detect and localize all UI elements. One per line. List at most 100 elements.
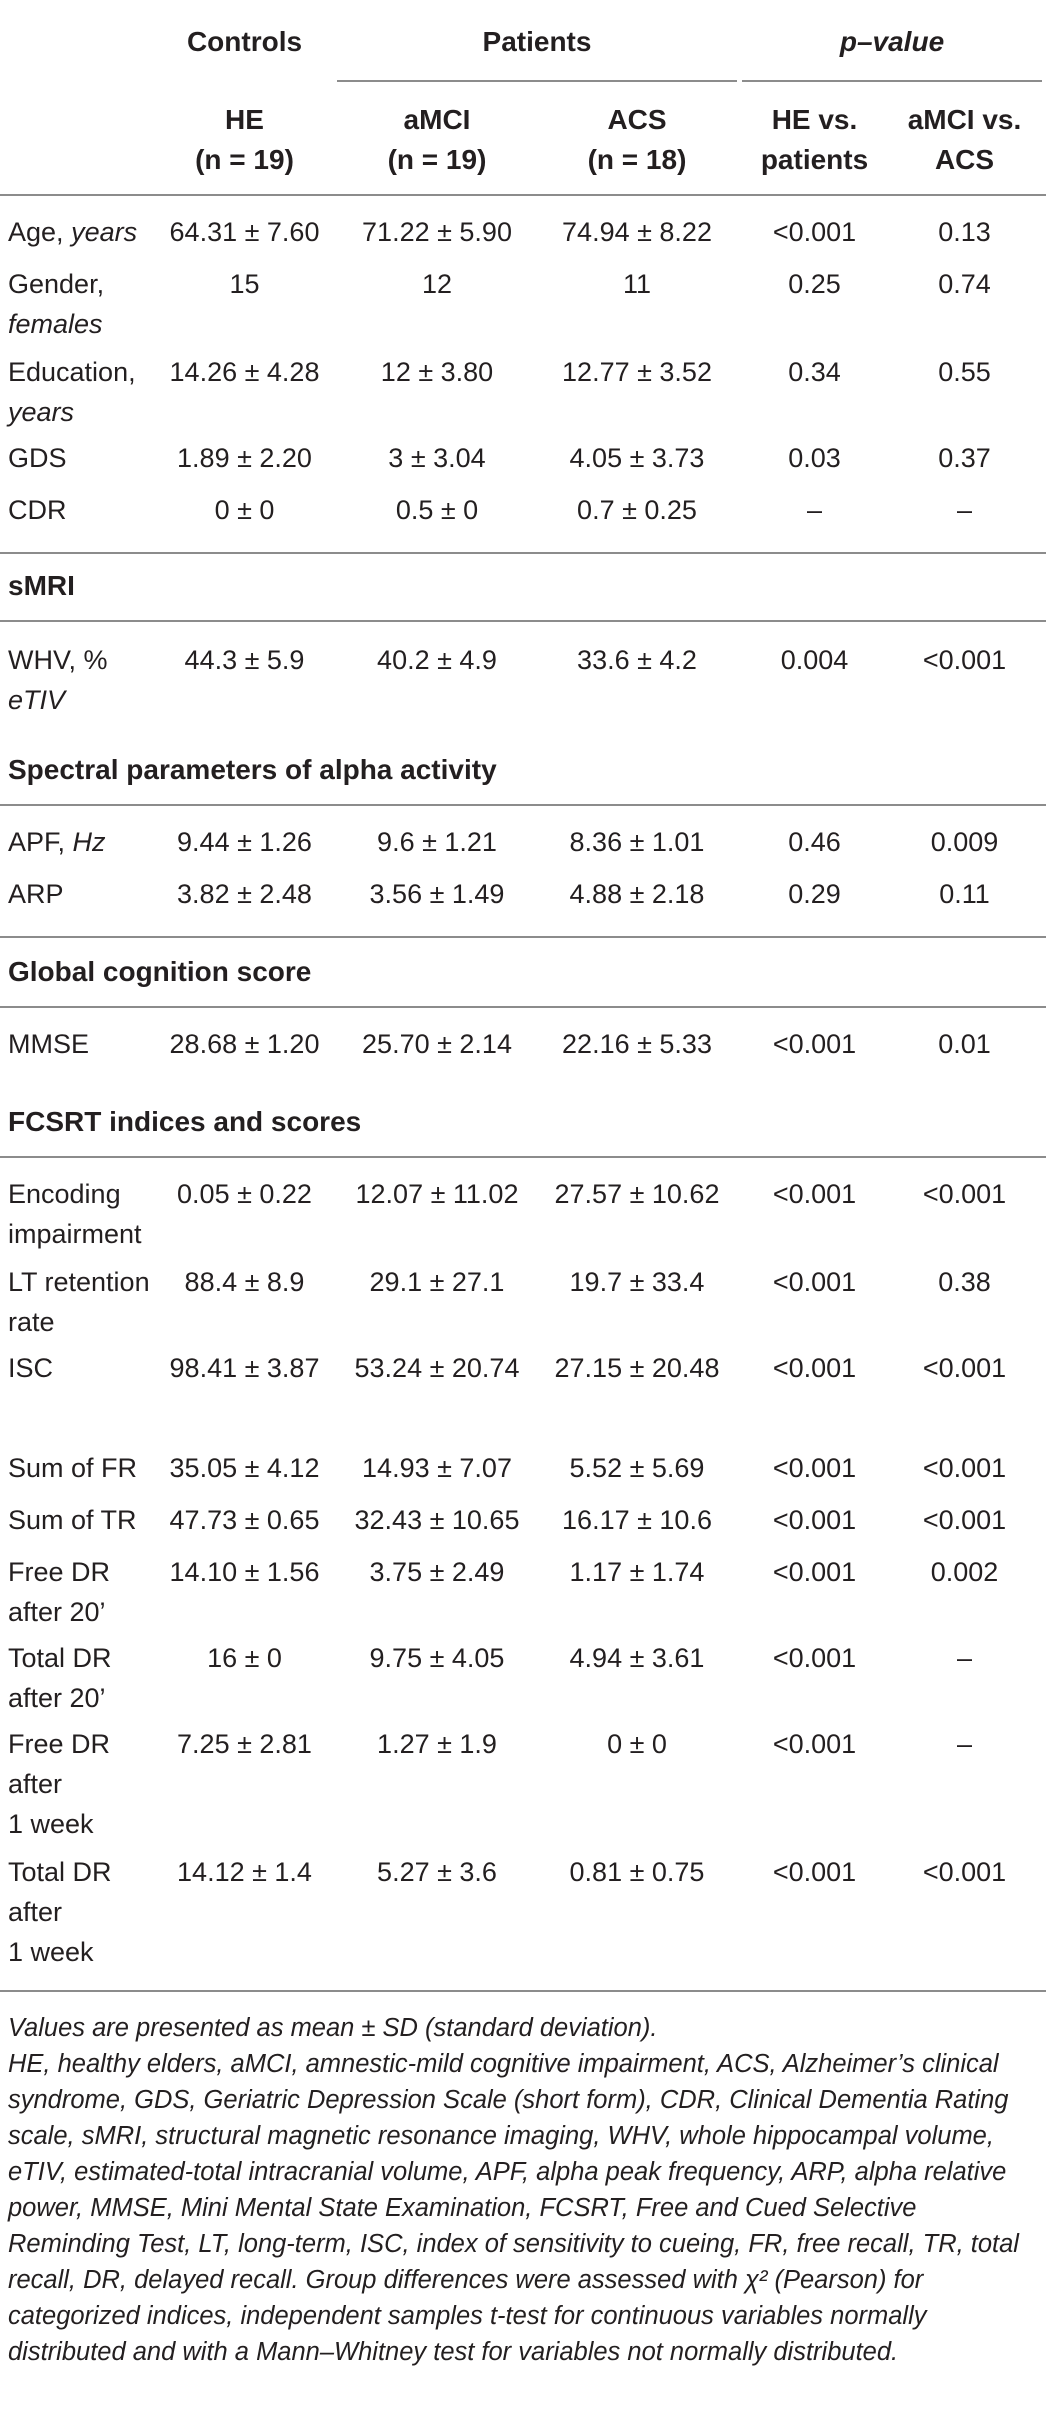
header-pvalue: p–value	[742, 22, 1042, 62]
cell-acs: 11	[622, 269, 652, 299]
row-label: GDS	[8, 443, 67, 473]
cell-he: 98.41 ± 3.87	[169, 1353, 320, 1383]
pvalue-underline	[742, 80, 1042, 82]
cell-he: 15	[229, 269, 260, 299]
cell-p2: <0.001	[922, 1505, 1007, 1535]
cell-p2: –	[956, 495, 973, 525]
cell-p1: <0.001	[772, 1179, 857, 1209]
cell-acs: 19.7 ± 33.4	[569, 1267, 705, 1297]
row-label: WHV, % eTIV	[8, 640, 153, 720]
cell-acs: 4.05 ± 3.73	[569, 443, 705, 473]
cell-p1: <0.001	[772, 1029, 857, 1059]
cell-amci: 12.07 ± 11.02	[355, 1179, 519, 1209]
cell-amci: 3.75 ± 2.49	[369, 1557, 505, 1587]
row-label-line: Total DR	[8, 1643, 112, 1673]
cell-p2: 0.002	[930, 1557, 999, 1587]
cell-he: 1.89 ± 2.20	[177, 443, 312, 473]
col-p1-header: HE vs. patients	[742, 100, 887, 180]
footnote-values: Values are presented as mean ± SD (stand…	[8, 2014, 658, 2042]
cell-p2: 0.37	[938, 443, 991, 473]
row-label: Free DR after 1 week	[8, 1724, 153, 1844]
footnote-abbreviations: HE, healthy elders, aMCI, amnestic-mild …	[8, 2050, 1019, 2366]
row-label: Education, years	[8, 352, 153, 432]
cell-amci: 9.75 ± 4.05	[369, 1643, 505, 1673]
cell-amci: 5.27 ± 3.6	[377, 1857, 497, 1887]
cell-p1: 0.004	[780, 645, 849, 675]
cell-p1: 0.34	[788, 357, 841, 387]
cell-he: 9.44 ± 1.26	[177, 827, 312, 857]
col-amci-label: aMCI	[403, 104, 471, 135]
cell-p1: <0.001	[772, 1557, 857, 1587]
cell-acs: 22.16 ± 5.33	[562, 1029, 712, 1059]
row-label: ARP	[8, 879, 64, 909]
row-label-text: Gender,	[8, 269, 105, 299]
section-heading-smri: sMRI	[8, 570, 75, 601]
cell-acs: 1.17 ± 1.74	[569, 1557, 705, 1587]
row-label-line: after 20’	[8, 1597, 106, 1627]
row-label-unit: years	[8, 397, 75, 427]
row-label-line: after 20’	[8, 1683, 106, 1713]
col-p2-line2: ACS	[934, 144, 995, 175]
row-label: Total DR after 20’	[8, 1638, 153, 1718]
row-label-line: Free DR	[8, 1557, 111, 1587]
col-acs-label: ACS	[607, 104, 667, 135]
cell-acs: 0.81 ± 0.75	[569, 1857, 705, 1887]
cell-acs: 0.7 ± 0.25	[577, 495, 697, 525]
cell-he: 14.26 ± 4.28	[169, 357, 320, 387]
section-rule	[0, 1006, 1046, 1008]
cell-acs: 16.17 ± 10.6	[562, 1505, 712, 1535]
cell-acs: 12.77 ± 3.52	[562, 357, 712, 387]
section-heading-alpha: Spectral parameters of alpha activity	[8, 754, 497, 785]
cell-amci: 9.6 ± 1.21	[377, 827, 497, 857]
row-label-line: LT retention	[8, 1267, 150, 1297]
cell-p1: <0.001	[772, 1857, 857, 1887]
section-rule	[0, 936, 1046, 938]
cell-p2: 0.55	[938, 357, 991, 387]
cell-amci: 40.2 ± 4.9	[377, 645, 497, 675]
header-patients: Patients	[482, 26, 592, 57]
cell-acs: 8.36 ± 1.01	[569, 827, 705, 857]
cell-acs: 74.94 ± 8.22	[562, 217, 712, 247]
cell-p2: <0.001	[922, 1453, 1007, 1483]
cell-p2: –	[956, 1729, 973, 1759]
cell-p2: 0.74	[938, 269, 991, 299]
cell-he: 16 ± 0	[207, 1643, 282, 1673]
row-label: Encoding impairment	[8, 1174, 168, 1254]
row-label: Sum of FR	[8, 1453, 138, 1483]
header-rule	[0, 194, 1046, 196]
cell-he: 0 ± 0	[214, 495, 275, 525]
section-rule	[0, 1156, 1046, 1158]
row-label-text: WHV, %	[8, 645, 108, 675]
cell-p2: 0.38	[938, 1267, 991, 1297]
patients-underline	[337, 80, 737, 82]
cell-p1: 0.25	[788, 269, 841, 299]
cell-amci: 25.70 ± 2.14	[362, 1029, 512, 1059]
cell-he: 0.05 ± 0.22	[177, 1179, 312, 1209]
cell-p2: <0.001	[922, 1179, 1007, 1209]
cell-he: 3.82 ± 2.48	[177, 879, 312, 909]
cell-amci: 71.22 ± 5.90	[362, 217, 512, 247]
col-p1-line1: HE vs.	[771, 104, 858, 135]
cell-acs: 4.88 ± 2.18	[569, 879, 705, 909]
cell-p2: <0.001	[922, 1857, 1007, 1887]
cell-p2: –	[956, 1643, 973, 1673]
col-amci-header: aMCI (n = 19)	[337, 100, 537, 180]
cell-he: 7.25 ± 2.81	[177, 1729, 312, 1759]
row-label-unit: Hz	[72, 827, 106, 857]
cell-he: 88.4 ± 8.9	[184, 1267, 305, 1297]
cell-p1: 0.46	[788, 827, 841, 857]
cell-he: 64.31 ± 7.60	[169, 217, 320, 247]
row-label: APF, Hz	[8, 822, 153, 862]
cell-p2: 0.11	[939, 879, 990, 909]
col-p2-line1: aMCI vs.	[907, 104, 1022, 135]
cell-p1: <0.001	[772, 1353, 857, 1383]
col-acs-n: (n = 18)	[587, 144, 687, 175]
cell-p1: 0.29	[788, 879, 841, 909]
section-rule	[0, 620, 1046, 622]
cell-he: 14.10 ± 1.56	[169, 1557, 320, 1587]
cell-he: 35.05 ± 4.12	[169, 1453, 320, 1483]
cell-amci: 53.24 ± 20.74	[354, 1353, 520, 1383]
cell-acs: 33.6 ± 4.2	[577, 645, 697, 675]
cell-acs: 27.57 ± 10.62	[554, 1179, 720, 1209]
